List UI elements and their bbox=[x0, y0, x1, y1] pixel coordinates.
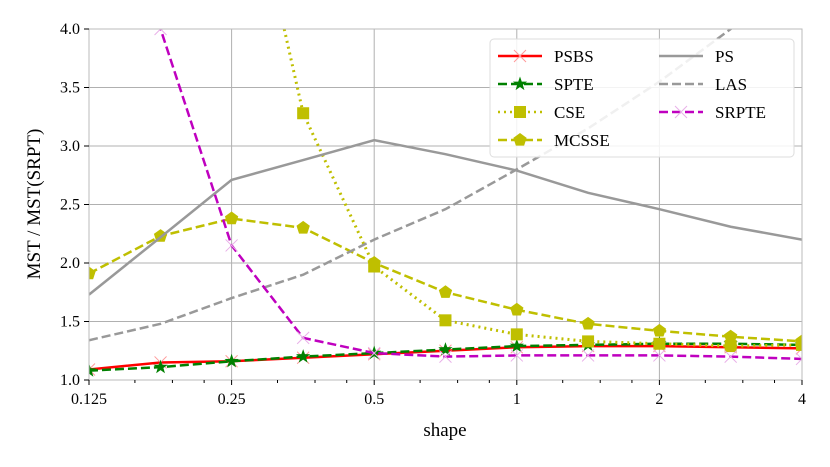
series-mcsse bbox=[89, 211, 802, 348]
legend-marker bbox=[514, 106, 526, 118]
data-point-mcsse bbox=[510, 302, 524, 316]
axis-ticks: 0.125 0.25 0.5 1 2 4 1.0 1.5 2.0 2.5 3.0 3.5 4.0 bbox=[60, 21, 806, 408]
data-point-spte bbox=[224, 353, 239, 368]
x-tick-label: 4 bbox=[798, 391, 806, 408]
data-point-srpte bbox=[225, 239, 238, 252]
x-axis-label: shape bbox=[423, 420, 466, 441]
data-point-psbs bbox=[89, 363, 96, 376]
data-point-cse bbox=[297, 107, 310, 120]
legend-label: LAS bbox=[715, 75, 747, 94]
y-tick-label: 2.5 bbox=[60, 197, 80, 214]
data-point-srpte bbox=[296, 331, 310, 345]
data-point-mcsse bbox=[724, 329, 738, 343]
data-point-spte bbox=[153, 359, 168, 374]
data-point-cse bbox=[439, 314, 452, 327]
legend-label: SRPTE bbox=[715, 103, 766, 122]
legend-item-cse: CSE bbox=[498, 103, 585, 122]
data-point-srpte bbox=[653, 349, 666, 362]
data-point-mcsse bbox=[296, 220, 310, 234]
legend-marker bbox=[513, 49, 527, 63]
legend-item-mcsse: MCSSE bbox=[498, 131, 610, 150]
data-point-srpte bbox=[795, 352, 802, 366]
data-point-srpte bbox=[724, 350, 738, 363]
legend-item-ps: PS bbox=[659, 47, 734, 66]
data-point-srpte bbox=[581, 349, 595, 362]
data-point-spte bbox=[89, 363, 97, 377]
legend-label: PS bbox=[715, 47, 734, 66]
series-las bbox=[89, 29, 733, 342]
y-tick-label: 1.5 bbox=[60, 314, 80, 331]
data-point-srpte bbox=[510, 349, 524, 362]
legend-label: SPTE bbox=[554, 75, 594, 94]
data-point-srpte bbox=[154, 29, 167, 36]
legend-marker bbox=[512, 76, 528, 91]
y-tick-label: 2.0 bbox=[60, 255, 80, 272]
data-point-mcsse bbox=[367, 256, 381, 269]
data-point-srpte bbox=[439, 350, 452, 363]
y-tick-label: 3.0 bbox=[60, 138, 80, 155]
x-tick-label: 0.5 bbox=[364, 391, 384, 408]
data-point-mcsse bbox=[438, 285, 453, 298]
y-tick-label: 4.0 bbox=[60, 21, 80, 38]
data-point-srpte bbox=[367, 346, 381, 360]
legend-marker bbox=[674, 105, 688, 119]
data-point-cse bbox=[724, 340, 737, 353]
x-tick-label: 1 bbox=[513, 391, 521, 408]
legend-box bbox=[489, 38, 795, 158]
series-line-las bbox=[89, 29, 733, 342]
y-axis-label: MST / MST(SRPT) bbox=[24, 129, 45, 280]
y-tick-label: 3.5 bbox=[60, 80, 80, 97]
data-point-spte bbox=[296, 349, 311, 363]
data-point-mcsse bbox=[224, 211, 239, 225]
x-tick-label: 2 bbox=[655, 391, 663, 408]
y-tick-label: 1.0 bbox=[60, 372, 80, 389]
legend: PSBS SPTE CSE MCSSE PS LAS SRPTE bbox=[489, 38, 795, 158]
x-tick-label: 0.25 bbox=[218, 391, 246, 408]
legend-label: PSBS bbox=[554, 47, 594, 66]
data-point-cse bbox=[653, 337, 666, 350]
series-lines bbox=[89, 29, 802, 377]
series-ps bbox=[89, 138, 802, 296]
data-point-spte bbox=[438, 342, 453, 356]
legend-item-srpte: SRPTE bbox=[659, 103, 766, 122]
legend-marker bbox=[513, 133, 527, 146]
legend-label: CSE bbox=[554, 103, 585, 122]
series-line-ps bbox=[89, 138, 802, 296]
legend-item-las: LAS bbox=[659, 75, 747, 94]
legend-item-spte: SPTE bbox=[498, 75, 594, 94]
data-point-spte bbox=[509, 338, 524, 353]
data-point-mcsse bbox=[652, 323, 667, 337]
series-srpte bbox=[154, 29, 802, 366]
legend-item-psbs: PSBS bbox=[498, 47, 594, 66]
data-point-cse bbox=[582, 335, 595, 348]
data-point-mcsse bbox=[581, 316, 595, 330]
series-line-cse bbox=[282, 29, 802, 348]
x-tick-label: 0.125 bbox=[71, 391, 107, 408]
data-point-mcsse bbox=[89, 266, 96, 280]
data-point-mcsse bbox=[795, 334, 802, 348]
data-point-cse bbox=[510, 328, 523, 341]
legend-label: MCSSE bbox=[554, 131, 610, 150]
